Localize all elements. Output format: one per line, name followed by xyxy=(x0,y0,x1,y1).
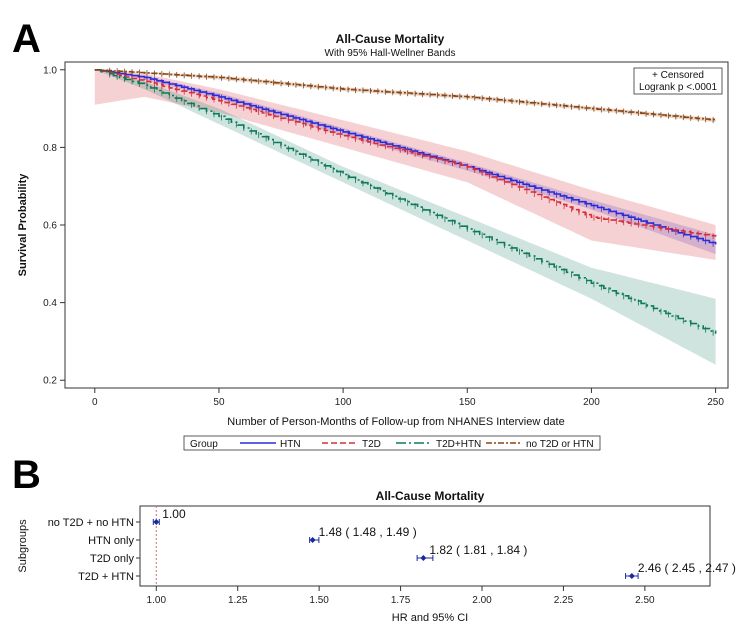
subgroup-label: no T2D + no HTN xyxy=(48,517,134,529)
panel-b-ylabel: Subgroups xyxy=(17,519,29,573)
inset-legend-box xyxy=(633,67,723,95)
legend-label: HTN xyxy=(280,439,301,450)
x-tick-label: 2.25 xyxy=(554,595,574,606)
x-tick-label: 1.50 xyxy=(309,595,329,606)
x-tick-label: 250 xyxy=(707,397,724,408)
panel-a-plot-area xyxy=(94,67,717,365)
x-tick-label: 0 xyxy=(92,397,98,408)
panel-a-ylabel: Survival Probability xyxy=(17,173,29,277)
panel-a-letter: A xyxy=(12,17,41,61)
censor-marks-2 xyxy=(109,71,714,336)
panel-a-axes: 0 50 100 150 200 250 0.2 0.4 0.6 0.8 1.0 xyxy=(43,65,724,408)
subgroup-label: T2D only xyxy=(90,553,135,565)
x-tick-label: 150 xyxy=(459,397,476,408)
inset-legend-logrank: Logrank p <.0001 xyxy=(639,82,718,93)
x-tick-label: 100 xyxy=(335,397,352,408)
censor-marks-1 xyxy=(109,70,714,240)
series-line-2 xyxy=(94,69,717,334)
y-tick-label: 0.4 xyxy=(43,298,57,309)
panel-b-letter: B xyxy=(12,453,41,497)
hr-value-label: 2.46 ( 2.45 , 2.47 ) xyxy=(638,561,736,575)
panel-a-inset-legend: + Censored Logrank p <.0001 xyxy=(633,67,723,95)
group-legend-title: Group xyxy=(190,439,218,450)
x-tick-label: 200 xyxy=(583,397,600,408)
group-legend-entries: HTN T2D T2D+HTN no T2D or HTN xyxy=(240,439,594,450)
hr-value-label: 1.48 ( 1.48 , 1.49 ) xyxy=(319,525,417,539)
panel-b-frame xyxy=(139,505,711,587)
series-line-3 xyxy=(94,69,717,121)
series-line-1 xyxy=(94,69,717,237)
panel-b-title: All-Cause Mortality xyxy=(376,489,485,503)
censor-marks-3 xyxy=(109,67,714,123)
hr-point xyxy=(628,573,635,579)
legend-label: no T2D or HTN xyxy=(526,439,594,450)
y-tick-label: 0.2 xyxy=(43,376,57,387)
x-tick-label: 1.75 xyxy=(391,595,411,606)
panel-a-group-legend: Group HTN T2D T2D+HTN no T2D or HTN xyxy=(183,435,601,451)
x-tick-label: 1.00 xyxy=(147,595,167,606)
x-tick-label: 50 xyxy=(213,397,225,408)
hr-value-label: 1.82 ( 1.81 , 1.84 ) xyxy=(429,543,527,557)
panel-a-xlabel: Number of Person-Months of Follow-up fro… xyxy=(227,416,564,428)
panel-b-plot-area: no T2D + no HTN 1.00 HTN only 1.48 ( 1.48 ,… xyxy=(48,506,736,606)
hr-value-label: 1.00 xyxy=(162,507,186,521)
inset-legend-censored: + Censored xyxy=(652,70,704,81)
panel-a-title: All-Cause Mortality xyxy=(336,32,445,46)
hr-point xyxy=(153,519,160,525)
panel-b-xlabel: HR and 95% CI xyxy=(392,612,468,624)
x-tick-label: 2.50 xyxy=(635,595,655,606)
x-tick-label: 2.00 xyxy=(472,595,492,606)
band-1 xyxy=(94,69,716,260)
legend-label: T2D+HTN xyxy=(436,439,481,450)
group-legend-box xyxy=(183,435,601,451)
subgroup-label: T2D + HTN xyxy=(78,571,134,583)
legend-label: T2D xyxy=(362,439,381,450)
subgroup-label: HTN only xyxy=(88,535,134,547)
hr-point xyxy=(309,537,316,543)
x-tick-label: 1.25 xyxy=(228,595,248,606)
hr-point xyxy=(420,555,427,561)
y-tick-label: 1.0 xyxy=(43,65,57,76)
y-tick-label: 0.8 xyxy=(43,143,57,154)
panel-a-subtitle: With 95% Hall-Wellner Bands xyxy=(325,48,456,59)
y-tick-label: 0.6 xyxy=(43,221,57,232)
